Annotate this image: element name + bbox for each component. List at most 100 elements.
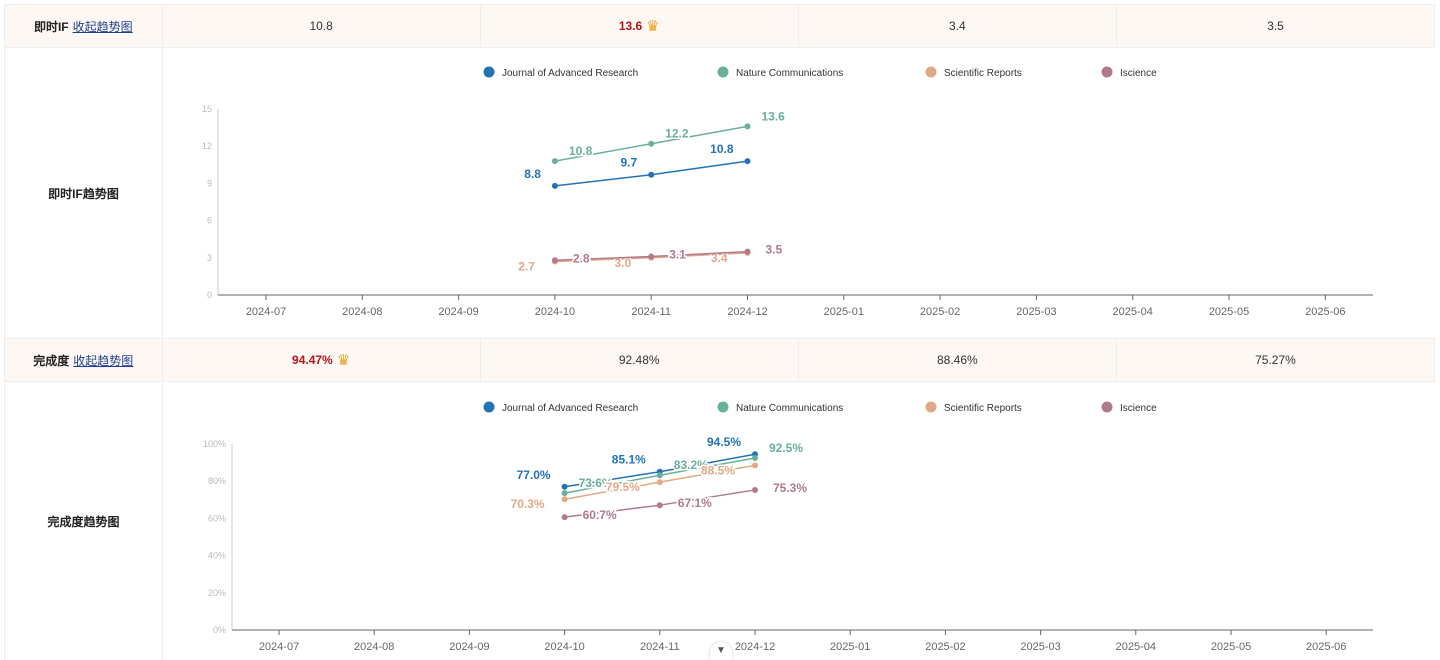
- legend-label: Nature Communications: [736, 403, 843, 414]
- data-label: 88.5%: [701, 463, 735, 477]
- crown-icon: ♛: [646, 18, 660, 35]
- data-point: [648, 253, 655, 260]
- x-tick-label: 2025-05: [1211, 641, 1251, 653]
- data-point: [752, 486, 758, 493]
- x-tick-label: 2025-05: [1209, 306, 1249, 318]
- legend-marker: [925, 401, 937, 413]
- legend-label: Iscience: [1120, 403, 1157, 414]
- x-tick-label: 2025-04: [1113, 306, 1153, 318]
- x-tick-label: 2024-10: [535, 306, 575, 318]
- value: 10.8: [309, 19, 333, 33]
- data-label: 83.2%: [674, 458, 708, 472]
- y-tick-label: 0%: [213, 625, 226, 635]
- data-label: 60.7%: [583, 508, 617, 522]
- x-tick-label: 2024-12: [727, 306, 767, 318]
- data-point: [648, 140, 655, 147]
- x-tick-label: 2024-11: [640, 641, 680, 653]
- data-point: [744, 123, 751, 130]
- data-point: [744, 158, 751, 165]
- x-tick-label: 2025-06: [1306, 641, 1346, 653]
- if-chart-label: 即时IF趋势图: [4, 48, 163, 338]
- completion-header-row: 完成度 收起趋势图 94.47% ♛ 92.48% 88.46% 75.27%: [4, 338, 1435, 382]
- data-label: 3.5: [766, 243, 783, 257]
- x-tick-label: 2025-03: [1016, 306, 1056, 318]
- data-point: [744, 248, 751, 255]
- x-tick-label: 2024-11: [631, 306, 671, 318]
- legend-marker: [1101, 66, 1113, 78]
- y-tick-label: 15: [202, 104, 212, 114]
- data-label: 92.5%: [769, 441, 803, 455]
- data-point: [752, 454, 758, 461]
- data-point: [656, 472, 663, 479]
- legend-label: Scientific Reports: [944, 403, 1022, 414]
- data-label: 73.6%: [579, 476, 613, 490]
- x-tick-label: 2024-08: [354, 641, 394, 653]
- data-point: [561, 483, 568, 490]
- value: 94.47%: [292, 353, 333, 367]
- data-point: [561, 490, 568, 497]
- y-tick-label: 6: [207, 216, 212, 226]
- data-label: 10.8: [710, 142, 734, 156]
- completion-row-label: 完成度 收起趋势图: [4, 339, 163, 381]
- x-tick-label: 2025-02: [925, 641, 965, 653]
- data-label: 77.0%: [517, 468, 551, 482]
- completion-chart-row: 完成度趋势图: [4, 383, 1435, 660]
- completion-value-3: 88.46%: [799, 339, 1117, 381]
- data-label: 2.8: [573, 251, 590, 265]
- data-label: 10.8: [569, 144, 593, 158]
- value: 88.46%: [936, 353, 978, 367]
- legend-marker: [483, 401, 495, 413]
- data-point: [551, 257, 558, 264]
- x-tick-label: 2025-03: [1020, 641, 1060, 653]
- legend-marker: [925, 66, 937, 78]
- y-tick-label: 80%: [208, 476, 226, 486]
- if-value-1: 10.8: [163, 5, 481, 47]
- y-tick-label: 100%: [203, 439, 226, 449]
- completion-chart-label: 完成度趋势图: [4, 383, 163, 660]
- completion-value-4: 75.27%: [1117, 339, 1435, 381]
- data-label: 2.7: [518, 260, 535, 274]
- data-label: 12.2: [665, 127, 689, 141]
- data-point: [656, 502, 663, 509]
- x-tick-label: 2024-07: [259, 641, 299, 653]
- x-tick-label: 2025-04: [1116, 641, 1156, 653]
- completion-label: 完成度: [33, 353, 70, 368]
- collapse-completion-trend-link[interactable]: 收起趋势图: [73, 353, 134, 368]
- x-tick-label: 2025-06: [1305, 306, 1345, 318]
- completion-value-1: 94.47% ♛: [163, 339, 481, 381]
- data-point: [561, 496, 568, 503]
- y-tick-label: 12: [202, 141, 212, 151]
- legend-marker: [483, 66, 495, 78]
- data-label: 67.1%: [678, 496, 712, 510]
- expand-chevron-button[interactable]: ▼: [710, 642, 732, 660]
- data-point: [656, 479, 663, 486]
- if-value-4: 3.5: [1117, 5, 1435, 47]
- legend-label: Scientific Reports: [944, 68, 1022, 79]
- data-label: 85.1%: [612, 453, 646, 467]
- value: 3.4: [948, 19, 966, 33]
- data-label: 3.1: [669, 248, 686, 262]
- data-label: 94.5%: [707, 435, 741, 449]
- if-row-label: 即时IF 收起趋势图: [4, 5, 163, 47]
- chevron-down-icon: ▼: [716, 645, 726, 656]
- data-label: 13.6: [762, 109, 786, 123]
- x-tick-label: 2024-09: [438, 306, 478, 318]
- y-tick-label: 60%: [208, 513, 226, 523]
- legend-marker: [717, 66, 729, 78]
- x-tick-label: 2025-01: [824, 306, 864, 318]
- y-tick-label: 40%: [208, 551, 226, 561]
- data-label: 75.3%: [773, 481, 807, 495]
- x-tick-label: 2024-10: [544, 641, 584, 653]
- data-label: 8.8: [524, 167, 541, 181]
- if-value-3: 3.4: [799, 5, 1117, 47]
- x-tick-label: 2025-02: [920, 306, 960, 318]
- data-label: 79.5%: [606, 480, 640, 494]
- legend-label: Iscience: [1120, 68, 1157, 79]
- y-tick-label: 3: [207, 253, 212, 263]
- value: 13.6: [618, 19, 643, 33]
- x-tick-label: 2024-08: [342, 306, 382, 318]
- x-tick-label: 2024-09: [449, 641, 489, 653]
- y-tick-label: 20%: [208, 588, 226, 598]
- collapse-if-trend-link[interactable]: 收起趋势图: [72, 19, 133, 34]
